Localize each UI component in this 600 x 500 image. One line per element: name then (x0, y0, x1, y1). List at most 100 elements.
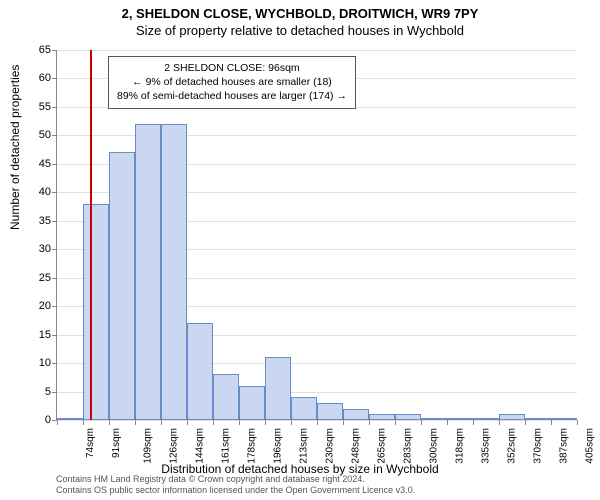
y-tick (52, 363, 57, 364)
x-tick-label: 230sqm (325, 428, 336, 464)
y-tick-label: 50 (39, 129, 51, 141)
x-tick (447, 420, 448, 425)
x-tick-label: 300sqm (429, 428, 440, 464)
title-line-1: 2, SHELDON CLOSE, WYCHBOLD, DROITWICH, W… (0, 6, 600, 21)
y-tick-label: 20 (39, 300, 51, 312)
x-tick (499, 420, 500, 425)
annotation-line-3: 89% of semi-detached houses are larger (… (117, 89, 347, 103)
x-tick (213, 420, 214, 425)
histogram-bar (161, 124, 187, 420)
histogram-bar (239, 386, 265, 420)
marker-line (90, 50, 92, 420)
x-tick-label: 196sqm (273, 428, 284, 464)
histogram-bar (421, 418, 447, 420)
y-tick-label: 35 (39, 215, 51, 227)
annotation-line-1: 2 SHELDON CLOSE: 96sqm (117, 61, 347, 75)
histogram-bar (499, 414, 525, 420)
x-tick-label: 370sqm (533, 428, 544, 464)
y-tick-label: 5 (45, 386, 51, 398)
histogram-bar (187, 323, 213, 420)
x-tick (83, 420, 84, 425)
y-tick (52, 192, 57, 193)
x-tick (109, 420, 110, 425)
x-tick (187, 420, 188, 425)
chart-container: 2, SHELDON CLOSE, WYCHBOLD, DROITWICH, W… (0, 0, 600, 500)
footer-line-1: Contains HM Land Registry data © Crown c… (56, 474, 415, 485)
x-tick-label: 126sqm (169, 428, 180, 464)
histogram-bar (109, 152, 135, 420)
histogram-bar (291, 397, 317, 420)
y-tick-label: 55 (39, 101, 51, 113)
x-tick-label: 213sqm (299, 428, 310, 464)
x-tick (577, 420, 578, 425)
histogram-bar (57, 418, 83, 420)
histogram-bar (265, 357, 291, 420)
x-tick (395, 420, 396, 425)
y-tick (52, 335, 57, 336)
x-tick (239, 420, 240, 425)
x-tick-label: 352sqm (507, 428, 518, 464)
y-tick-label: 30 (39, 243, 51, 255)
y-tick (52, 107, 57, 108)
y-tick (52, 135, 57, 136)
annotation-box: 2 SHELDON CLOSE: 96sqm ← 9% of detached … (108, 56, 356, 109)
x-tick-label: 283sqm (403, 428, 414, 464)
annotation-line-2: ← 9% of detached houses are smaller (18) (117, 75, 347, 89)
histogram-bar (213, 374, 239, 420)
y-tick (52, 50, 57, 51)
histogram-bar (135, 124, 161, 420)
y-tick (52, 392, 57, 393)
x-tick (369, 420, 370, 425)
y-axis-title: Number of detached properties (8, 65, 22, 230)
footer-line-2: Contains OS public sector information li… (56, 485, 415, 496)
x-tick (343, 420, 344, 425)
y-tick-label: 25 (39, 272, 51, 284)
title-line-2: Size of property relative to detached ho… (0, 23, 600, 38)
title-block: 2, SHELDON CLOSE, WYCHBOLD, DROITWICH, W… (0, 0, 600, 38)
gridline (57, 50, 577, 51)
y-tick (52, 221, 57, 222)
chart-area: 0510152025303540455055606574sqm91sqm109s… (56, 50, 576, 420)
x-tick-label: 335sqm (481, 428, 492, 464)
x-tick-label: 178sqm (247, 428, 258, 464)
y-tick (52, 78, 57, 79)
x-tick-label: 109sqm (143, 428, 154, 464)
x-tick (161, 420, 162, 425)
x-tick (57, 420, 58, 425)
y-tick (52, 249, 57, 250)
x-tick (291, 420, 292, 425)
histogram-bar (317, 403, 343, 420)
histogram-bar (447, 418, 473, 420)
x-tick (265, 420, 266, 425)
x-tick (317, 420, 318, 425)
x-tick (551, 420, 552, 425)
y-tick-label: 65 (39, 44, 51, 56)
x-tick-label: 74sqm (85, 428, 96, 458)
x-tick (135, 420, 136, 425)
histogram-bar (525, 418, 551, 420)
x-tick (525, 420, 526, 425)
histogram-bar (343, 409, 369, 420)
y-tick-label: 40 (39, 186, 51, 198)
y-tick-label: 45 (39, 158, 51, 170)
histogram-bar (395, 414, 421, 420)
histogram-bar (369, 414, 395, 420)
x-tick-label: 265sqm (377, 428, 388, 464)
x-tick-label: 405sqm (585, 428, 596, 464)
x-tick-label: 387sqm (559, 428, 570, 464)
histogram-bar (551, 418, 577, 420)
x-tick-label: 91sqm (111, 428, 122, 458)
y-tick (52, 278, 57, 279)
x-tick (421, 420, 422, 425)
x-tick-label: 248sqm (351, 428, 362, 464)
y-tick (52, 164, 57, 165)
x-tick-label: 161sqm (221, 428, 232, 464)
footer: Contains HM Land Registry data © Crown c… (56, 474, 415, 496)
histogram-bar (473, 418, 499, 420)
y-tick (52, 306, 57, 307)
x-tick (473, 420, 474, 425)
y-tick-label: 10 (39, 357, 51, 369)
y-tick-label: 60 (39, 72, 51, 84)
x-tick-label: 318sqm (455, 428, 466, 464)
x-tick-label: 144sqm (195, 428, 206, 464)
